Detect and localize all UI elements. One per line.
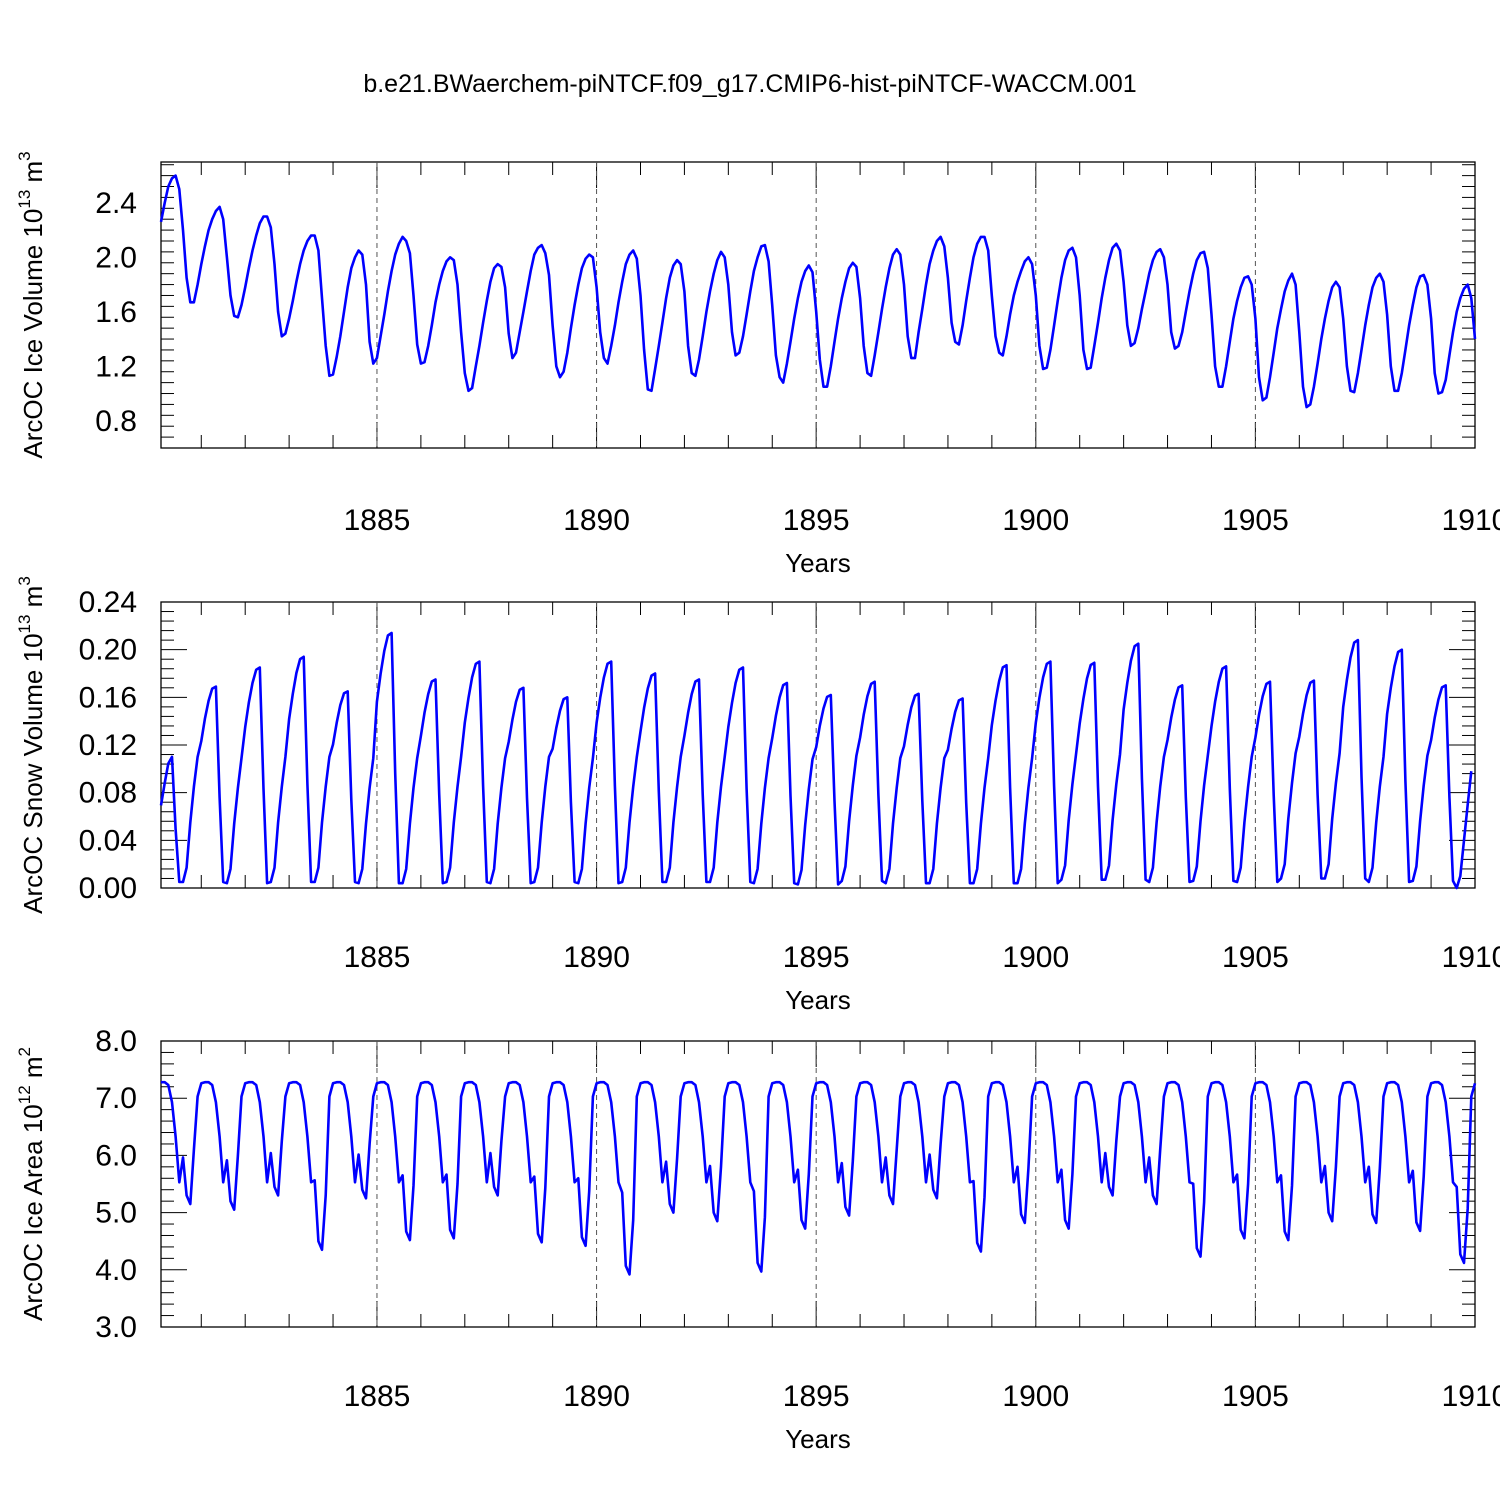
y-tick-label: 2.4 [95,187,137,220]
x-tick-label: 1905 [1222,504,1289,537]
y-tick-label: 0.04 [79,824,137,857]
plot-frame [160,161,1476,449]
y-tick-label: 5.0 [95,1197,137,1230]
x-axis-title: Years [785,1424,851,1454]
y-axis-title: ArcOC Ice Volume 1013 m3 [15,151,48,458]
y-axis-title-exp: 13 [15,190,34,209]
x-tick-label: 1895 [783,941,850,974]
y-tick-label: 3.0 [95,1311,137,1344]
x-tick-label: 1900 [1002,504,1069,537]
y-tick-label: 0.16 [79,681,137,714]
y-axis-title-unit: m [18,1056,48,1085]
ice-volume-series-line [159,174,1477,409]
y-tick-label: 2.0 [95,241,137,274]
x-axis-title: Years [785,985,851,1015]
x-tick-label: 1895 [783,1380,850,1413]
x-tick-label: 1895 [783,504,850,537]
y-tick-label: 0.00 [79,872,137,905]
y-axis-title-unit: m [18,161,48,190]
x-axis-title: Years [785,548,851,578]
x-tick-label: 1900 [1002,941,1069,974]
x-tick-label: 1885 [344,504,411,537]
y-axis-title-unit: m [18,586,48,615]
x-tick-label: 1905 [1222,1380,1289,1413]
plot-frame [160,601,1476,889]
y-axis-title-exp: 2 [15,1047,34,1056]
x-tick-label: 1900 [1002,1380,1069,1413]
y-tick-label: 1.6 [95,296,137,329]
y-tick-label: 0.20 [79,634,137,667]
plot-frame [160,1040,1476,1328]
y-tick-label: 6.0 [95,1139,137,1172]
y-axis-title-exp: 3 [15,151,34,160]
y-tick-label: 8.0 [95,1025,137,1058]
x-tick-label: 1885 [344,1380,411,1413]
y-axis-title-exp: 3 [15,576,34,585]
y-tick-label: 7.0 [95,1082,137,1115]
x-tick-label: 1885 [344,941,411,974]
ice-area-series-line [161,1080,1477,1276]
y-tick-label: 1.2 [95,350,137,383]
y-axis-title-exp: 12 [15,1085,34,1104]
y-axis-title-exp: 13 [15,615,34,634]
y-tick-label: 0.8 [95,405,137,438]
y-axis-title: ArcOC Snow Volume 1013 m3 [15,576,48,914]
y-axis-title-main: ArcOC Ice Volume 10 [18,209,48,459]
x-tick-label: 1890 [563,1380,630,1413]
y-tick-label: 0.08 [79,777,137,810]
x-tick-label: 1890 [563,504,630,537]
y-axis-title: ArcOC Ice Area 1012 m2 [15,1047,48,1321]
y-tick-label: 4.0 [95,1254,137,1287]
y-tick-label: 0.24 [79,586,137,619]
y-tick-label: 0.12 [79,729,137,762]
page-title: b.e21.BWaerchem-piNTCF.f09_g17.CMIP6-his… [363,70,1137,98]
x-tick-label: 1905 [1222,941,1289,974]
y-axis-title-main: ArcOC Snow Volume 10 [18,633,48,913]
snow-volume-series-line [159,631,1473,890]
x-tick-label: 1890 [563,941,630,974]
y-axis-title-main: ArcOC Ice Area 10 [18,1104,48,1321]
